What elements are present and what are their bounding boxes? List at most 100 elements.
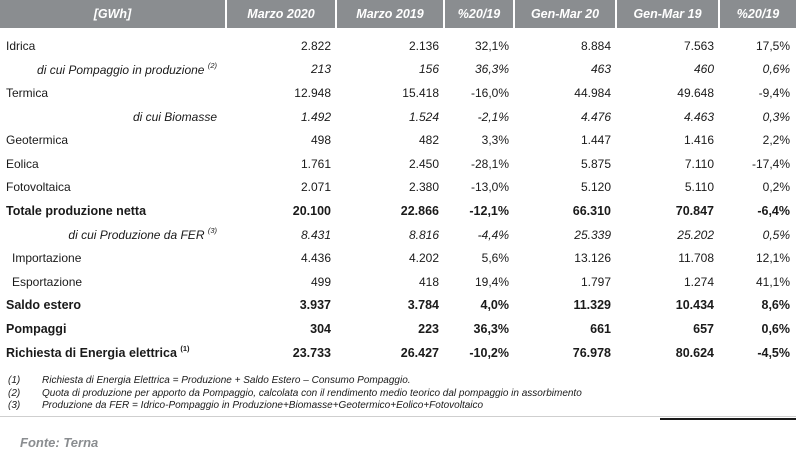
footnotes: (1) Richiesta di Energia Elettrica = Prod… <box>8 375 788 413</box>
table-cell: -16,0% <box>470 85 509 100</box>
row-label: di cui Biomasse <box>132 109 217 124</box>
table-cell: 15.418 <box>402 85 439 100</box>
divider-accent <box>660 418 796 420</box>
table-cell: 4.476 <box>580 109 611 124</box>
row-label: Importazione <box>12 251 82 266</box>
footnote: (3) Produzione da FER = Idrico-Pompaggio … <box>8 400 484 411</box>
table-row: di cui Produzione da FER (3) 8.431 8.816 -4… <box>0 223 796 247</box>
table-cell: 44.984 <box>574 85 611 100</box>
table-row: di cui Biomasse 1.492 1.524 -2,1% 4.476 4.463… <box>0 105 796 129</box>
table-cell: 498 <box>310 133 331 148</box>
table-cell: -13,0% <box>470 180 509 195</box>
table-cell: 3.937 <box>299 298 331 313</box>
row-label: Idrica <box>6 38 36 53</box>
table-cell: 4.436 <box>300 251 331 266</box>
table-cell: 3,3% <box>481 133 509 148</box>
table-cell: 1.761 <box>300 156 331 171</box>
table-cell: 1.447 <box>580 133 611 148</box>
table-cell: 12,1% <box>755 251 790 266</box>
table-cell: 5.120 <box>580 180 611 195</box>
table-cell: -9,4% <box>758 85 790 100</box>
footnote: (2) Quota di produzione per apporto da Po… <box>8 387 582 399</box>
table-cell: 3.784 <box>407 298 439 313</box>
table-cell: -2,1% <box>477 109 509 124</box>
header-unit: [GWh] <box>0 0 227 28</box>
table-cell: 2,2% <box>762 133 790 148</box>
table-cell: 223 <box>418 321 439 336</box>
table-row: Importazione 4.436 4.202 5,6% 13.126 11.708 12… <box>0 246 796 270</box>
table-cell: 36,3% <box>474 62 509 77</box>
table-cell: 19,4% <box>474 274 509 289</box>
table-cell: 304 <box>310 321 331 336</box>
table-cell: 7.563 <box>683 38 714 53</box>
table-cell: -6,4% <box>757 203 790 218</box>
row-label: di cui Pompaggio in produzione (2) <box>37 60 217 77</box>
table-row: Geotermica 498 482 3,3% 1.447 1.416 2,2% <box>0 128 796 152</box>
table-row: Fotovoltaica 2.071 2.380 -13,0% 5.120 5.110 0,… <box>0 176 796 200</box>
table-cell: 0,6% <box>761 321 791 336</box>
row-label: di cui Produzione da FER (3) <box>68 226 217 243</box>
table-cell: -17,4% <box>751 156 790 171</box>
table-cell: -12,1% <box>469 203 509 218</box>
table-cell: 36,3% <box>473 321 509 336</box>
table-cell: 1.274 <box>683 274 714 289</box>
table-cell: 5,6% <box>481 251 509 266</box>
footnote-ref: (3) <box>207 226 217 236</box>
table-cell: 70.847 <box>675 203 714 218</box>
table-body: Idrica 2.822 2.136 32,1% 8.884 7.563 17,5% di c… <box>0 34 796 364</box>
table-cell: 1.797 <box>580 274 611 289</box>
divider <box>0 416 796 417</box>
table-cell: 0,3% <box>762 109 790 124</box>
row-label: Fotovoltaica <box>6 180 71 195</box>
table-cell: 463 <box>590 62 611 77</box>
table-cell: 2.136 <box>408 38 439 53</box>
table-cell: 0,2% <box>762 180 790 195</box>
table-row: di cui Pompaggio in produzione (2) 213 156… <box>0 58 796 82</box>
table-cell: 5.875 <box>580 156 611 171</box>
table-cell: 2.071 <box>300 180 331 195</box>
footnote-ref: (2) <box>207 60 217 70</box>
table-cell: 76.978 <box>572 345 611 360</box>
table-cell: 8.816 <box>408 227 439 242</box>
table-row: Idrica 2.822 2.136 32,1% 8.884 7.563 17,5% <box>0 34 796 58</box>
table-cell: 5.110 <box>684 180 714 195</box>
table-cell: 10.434 <box>675 298 714 313</box>
table-cell: 4.202 <box>408 251 439 266</box>
table-row: Eolica 1.761 2.450 -28,1% 5.875 7.110 -17,4% <box>0 152 796 176</box>
table-row: Esportazione 499 418 19,4% 1.797 1.274 41,1% <box>0 270 796 294</box>
table-row: Totale produzione netta 20.100 22.866 -12,1… <box>0 199 796 223</box>
row-label: Esportazione <box>12 274 83 289</box>
table-cell: 2.450 <box>408 156 439 171</box>
table-cell: 460 <box>693 62 714 77</box>
table-cell: 12.948 <box>294 85 331 100</box>
row-label: Pompaggi <box>6 321 67 336</box>
row-label: Saldo estero <box>6 298 82 313</box>
table-cell: -28,1% <box>470 156 509 171</box>
table-cell: 213 <box>310 62 331 77</box>
footnote: (1) Richiesta di Energia Elettrica = Prod… <box>8 375 411 386</box>
table-cell: 66.310 <box>572 203 611 218</box>
footnote-ref: (1) <box>180 343 190 353</box>
table-cell: 4.463 <box>683 109 714 124</box>
table-cell: 661 <box>590 321 611 336</box>
table-row: Termica 12.948 15.418 -16,0% 44.984 49.648 -9,… <box>0 81 796 105</box>
table-cell: 1.492 <box>300 109 331 124</box>
table-cell: 8.884 <box>580 38 611 53</box>
row-label: Totale produzione netta <box>6 203 147 218</box>
table-cell: 13.126 <box>574 251 611 266</box>
table-cell: 8.431 <box>300 227 331 242</box>
table-cell: -4,5% <box>757 345 790 360</box>
header-pct-month: %20/19 <box>445 0 515 28</box>
table-cell: 7.110 <box>684 156 714 171</box>
table-cell: 25.202 <box>677 227 714 242</box>
table-cell: 80.624 <box>675 345 714 360</box>
table-cell: 49.648 <box>677 85 714 100</box>
table-cell: 0,6% <box>762 62 790 77</box>
header-marzo-2019: Marzo 2019 <box>337 0 445 28</box>
table-cell: 156 <box>418 62 439 77</box>
row-label: Geotermica <box>6 133 69 148</box>
source-label: Fonte: Terna <box>20 435 99 450</box>
row-label: Termica <box>6 85 49 100</box>
header-gen-mar-19: Gen-Mar 19 <box>617 0 720 28</box>
table-cell: 22.866 <box>400 203 439 218</box>
